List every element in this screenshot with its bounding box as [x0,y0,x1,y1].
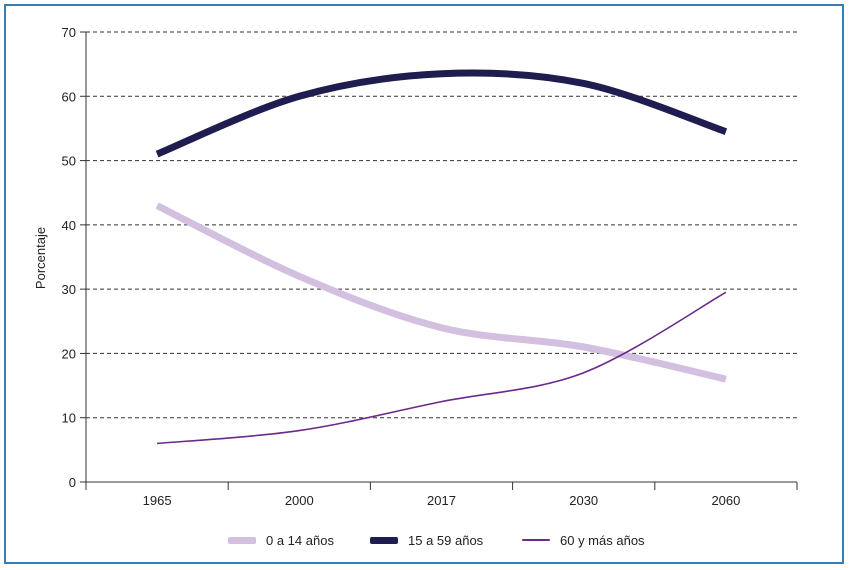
y-tick-label-40: 40 [62,218,76,233]
x-tick-label-2017: 2017 [427,493,456,508]
legend-item-15-59: 15 a 59 años [370,528,483,552]
y-tick-label-10: 10 [62,411,76,426]
series-line-0-14 [155,202,727,383]
series-line-15-59 [155,69,728,158]
y-tick-label-20: 20 [62,346,76,361]
y-axis-label: Porcentaje [33,227,48,289]
legend-swatch-60-plus [522,539,550,541]
legend-swatch-15-59 [370,536,398,544]
legend-label-15-59: 15 a 59 años [408,532,484,548]
y-ticks: 0 10 20 30 40 50 60 70 [62,25,86,490]
legend-swatch-0-14 [228,536,256,544]
series-line-60-plus [157,291,727,445]
x-tick-label-1965: 1965 [143,493,172,508]
legend-item-60-plus: 60 y más años [522,528,645,552]
x-tick-label-2030: 2030 [569,493,598,508]
x-tick-label-2000: 2000 [285,493,314,508]
y-tick-label-30: 30 [62,282,76,297]
y-tick-label-0: 0 [69,475,76,490]
series-lines [155,69,728,445]
x-ticks: 1965 2000 2017 2030 2060 [85,482,798,508]
y-tick-label-50: 50 [62,154,76,169]
y-tick-label-60: 60 [62,89,76,104]
legend-label-60-plus: 60 y más años [560,532,645,548]
chart-frame [4,4,844,564]
legend: 0 a 14 años 15 a 59 años 60 y más años [0,528,851,552]
axes [85,32,797,483]
legend-item-0-14: 0 a 14 años [228,528,334,552]
x-tick-label-2060: 2060 [711,493,740,508]
legend-label-0-14: 0 a 14 años [266,532,334,548]
y-tick-label-70: 70 [62,25,76,40]
